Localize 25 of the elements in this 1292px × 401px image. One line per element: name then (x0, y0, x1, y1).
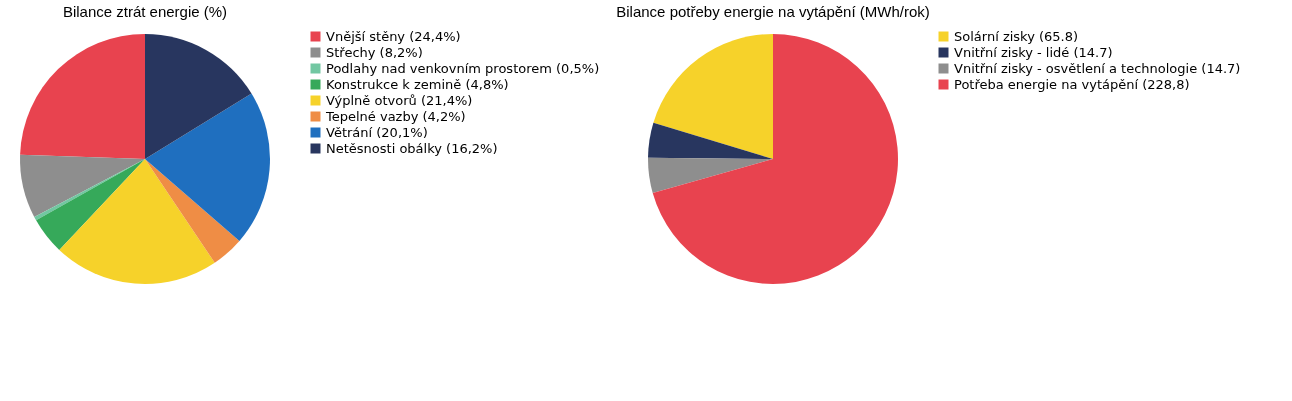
legend-label: Vnitřní zisky - osvětlení a technologie (14.7) (954, 60, 1241, 76)
chart-title: Bilance ztrát energie (%) (62, 3, 228, 20)
legend-label: Střechy (8,2%) (326, 44, 423, 60)
pie-slice (648, 157, 773, 193)
pie-slice (145, 159, 240, 263)
legend-label: Výplně otvorů (21,4%) (326, 92, 473, 108)
legend-label: Konstrukce k zemině (4,8%) (326, 76, 509, 92)
legend-label: Vnitřní zisky - lidé (14.7) (954, 44, 1113, 60)
chart-title: Bilance potřeby energie na vytápění (MWh/rok) (616, 3, 930, 20)
pie-slice (653, 34, 773, 159)
pie-slice (20, 154, 145, 217)
pie-slice (145, 93, 270, 241)
legend-label: Solární zisky (65.8) (954, 28, 1079, 44)
legend-label: Potřeba energie na vytápění (228,8) (954, 76, 1190, 92)
pie-slice (36, 159, 145, 250)
legend-label: Tepelné vazby (4,2%) (325, 108, 466, 124)
pie-slice (20, 34, 145, 159)
legend-label: Podlahy nad venkovním prostorem (0,5%) (326, 60, 600, 76)
pie-slice (59, 159, 215, 284)
legend-label: Vnější stěny (24,4%) (326, 28, 461, 44)
pie-slice (648, 122, 773, 159)
legend-label: Větrání (20,1%) (326, 124, 428, 140)
pie-slice (652, 34, 898, 284)
pie-slice (145, 34, 252, 159)
legend-label: Netěsnosti obálky (16,2%) (326, 140, 498, 156)
